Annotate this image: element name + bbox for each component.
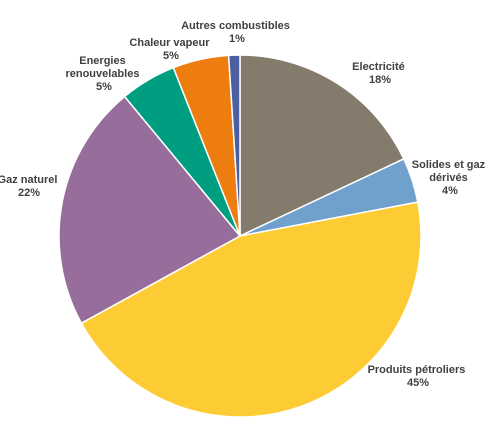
pie-slice-electricite	[239, 54, 405, 238]
pie-slice-gaz-naturel	[58, 95, 242, 325]
slice-label-electricite: Electricité 18%	[352, 61, 408, 86]
slice-label-gaz-naturel: Gaz naturel 22%	[0, 174, 60, 199]
pie-labels: Electricité 18% Solides et gaz dérivés 4…	[0, 20, 488, 389]
slice-label-solides-gaz-derives: Solides et gaz dérivés 4%	[412, 159, 488, 197]
pie-slice-produits-petroliers	[80, 201, 422, 418]
slice-label-chaleur-vapeur: Chaleur vapeur 5%	[129, 37, 212, 62]
slice-label-produits-petroliers: Produits pétroliers 45%	[368, 364, 469, 389]
slice-label-energies-renouvelables: Energies renouvelables 5%	[65, 55, 142, 93]
pie-slice-autres-combustibles	[227, 54, 241, 237]
pie-slices	[58, 54, 422, 418]
slice-label-autres-combustibles: Autres combustibles 1%	[181, 20, 293, 45]
